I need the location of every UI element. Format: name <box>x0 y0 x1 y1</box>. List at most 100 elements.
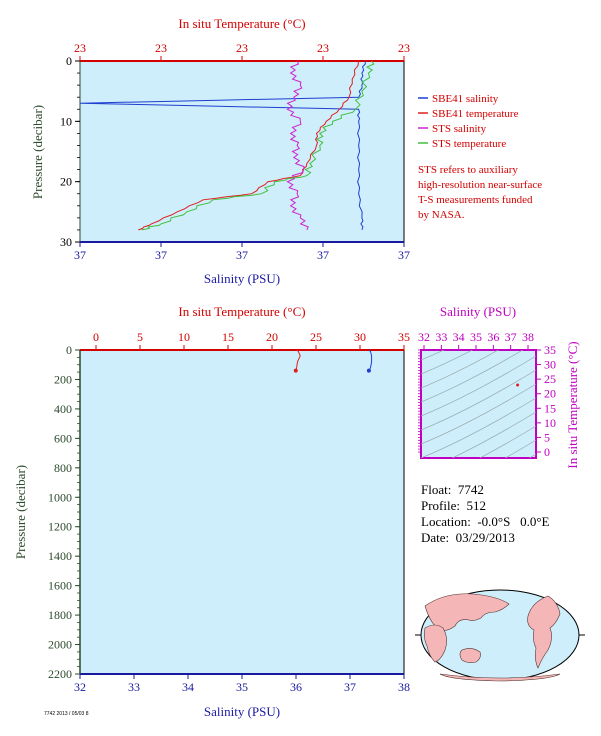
ts-temp-tick-label: 30 <box>544 358 556 372</box>
bottom-chart: In situ Temperature (°C) 0 5 10 15 20 25 30 35 … <box>13 304 410 719</box>
bottom-sal-tick-label: 32 <box>74 680 86 694</box>
ts-contour-line <box>421 369 536 431</box>
top-pressure-title: Pressure (decibar) <box>30 105 45 199</box>
top-series-line <box>286 60 309 231</box>
top-sal-ticks: 37 37 37 37 37 <box>74 242 410 262</box>
map-land-australia <box>459 648 481 663</box>
ts-sal-tick-label: 35 <box>470 330 482 344</box>
ts-sal-tick-label: 36 <box>487 330 499 344</box>
top-pressure-tick-label: 10 <box>60 114 72 128</box>
bottom-temp-tick-label: 35 <box>398 330 410 344</box>
map-land-eurasia <box>424 593 510 631</box>
map-land-antarctica <box>439 673 561 682</box>
bottom-temperature-end-point <box>293 368 298 373</box>
sts-note: STS refers to auxiliary high-resolution … <box>418 163 542 223</box>
bottom-temp-tick-label: 30 <box>354 330 366 344</box>
top-series-line <box>138 60 360 231</box>
ts-temp-tick-label: 20 <box>544 387 556 401</box>
top-chart: In situ Temperature (°C) 23 23 23 23 23 Sali… <box>30 16 410 286</box>
top-series-group <box>79 60 375 231</box>
bottom-pressure-tick-label: 0 <box>66 343 72 357</box>
top-pressure-tick-label: 20 <box>60 175 72 189</box>
ts-density-contours <box>421 350 536 458</box>
bottom-temperature-line <box>295 349 301 371</box>
ts-sal-tick-label: 34 <box>453 330 465 344</box>
bottom-plot-area <box>79 349 405 675</box>
top-temp-title: In situ Temperature (°C) <box>178 16 305 31</box>
ts-contour-line <box>421 355 536 417</box>
legend-label: STS temperature <box>432 138 506 150</box>
bottom-salinity-end-point <box>366 368 371 373</box>
top-temp-ticks: 23 23 23 23 23 <box>74 41 410 61</box>
top-plot-area <box>79 60 405 243</box>
float-label: Float: <box>421 482 452 497</box>
top-temp-tick-label: 23 <box>236 41 248 55</box>
bottom-sal-tick-label: 37 <box>344 680 356 694</box>
bottom-sal-tick-label: 34 <box>182 680 194 694</box>
world-map <box>415 589 585 682</box>
ts-temp-tick-label: 0 <box>544 445 550 459</box>
bottom-sal-tick-label: 35 <box>236 680 248 694</box>
ts-sal-tick-label: 38 <box>522 330 534 344</box>
ts-sal-title: Salinity (PSU) <box>440 304 516 319</box>
float-row: Float: 7742 <box>421 482 549 498</box>
bottom-temp-tick-label: 20 <box>266 330 278 344</box>
top-temp-tick-label: 23 <box>317 41 329 55</box>
bottom-salinity-line <box>368 349 373 371</box>
top-temp-tick-label: 23 <box>74 41 86 55</box>
float-info: Float: 7742 Profile: 512 Location: -0.0°… <box>421 482 549 546</box>
bottom-pressure-tick-label: 600 <box>54 431 72 445</box>
bottom-sal-ticks: 32 33 34 35 36 37 38 <box>74 674 410 694</box>
sts-note-line: T-S measurements funded <box>418 194 533 206</box>
ts-temp-tick-label: 5 <box>544 430 550 444</box>
bottom-temp-tick-label: 10 <box>178 330 190 344</box>
ts-contour-line <box>421 350 499 389</box>
profile-row: Profile: 512 <box>421 498 549 514</box>
ts-inset-area <box>420 349 537 459</box>
ts-contour-line <box>504 439 536 458</box>
sts-note-line: STS refers to auxiliary <box>418 164 518 176</box>
float-value: 7742 <box>457 482 484 497</box>
legend-label: SBE41 temperature <box>432 108 519 120</box>
profile-label: Profile: <box>421 498 460 513</box>
map-land-americas <box>527 595 561 669</box>
ts-sal-ticks: 32 33 34 35 36 37 38 <box>418 330 534 350</box>
bottom-pressure-tick-label: 800 <box>54 461 72 475</box>
bottom-sal-tick-label: 36 <box>290 680 302 694</box>
ts-contour-line <box>421 350 524 403</box>
top-pressure-tick-label: 0 <box>66 54 72 68</box>
ts-sal-tick-label: 32 <box>418 330 430 344</box>
top-series-line <box>141 60 375 231</box>
bottom-pressure-tick-label: 1600 <box>48 579 72 593</box>
bottom-pressure-tick-label: 1000 <box>48 490 72 504</box>
sts-note-line: high-resolution near-surface <box>418 179 543 191</box>
bottom-temp-tick-label: 5 <box>137 330 143 344</box>
top-sal-tick-label: 37 <box>155 248 167 262</box>
ts-sal-tick-label: 33 <box>435 330 447 344</box>
date-row: Date: 03/29/2013 <box>421 530 549 546</box>
bottom-pressure-tick-label: 1800 <box>48 608 72 622</box>
ts-points <box>516 383 520 387</box>
top-sal-tick-label: 37 <box>236 248 248 262</box>
bottom-temp-tick-label: 15 <box>222 330 234 344</box>
ts-point <box>516 383 520 387</box>
ts-temp-tick-label: 10 <box>544 416 556 430</box>
top-temp-tick-label: 23 <box>398 41 410 55</box>
legend-label: STS salinity <box>432 123 487 135</box>
bottom-pressure-tick-label: 2000 <box>48 638 72 652</box>
top-pressure-ticks: 0 10 20 30 <box>60 54 80 249</box>
ts-sal-tick-label: 37 <box>505 330 517 344</box>
ts-contour-line <box>421 350 445 361</box>
top-sal-tick-label: 37 <box>74 248 86 262</box>
bottom-sal-title: Salinity (PSU) <box>204 704 280 719</box>
bottom-temp-title: In situ Temperature (°C) <box>178 304 305 319</box>
ts-contour-line <box>421 383 536 445</box>
bottom-pressure-tick-label: 1400 <box>48 549 72 563</box>
bottom-pressure-title: Pressure (decibar) <box>13 465 28 559</box>
location-row: Location: -0.0°S 0.0°E <box>421 514 549 530</box>
top-sal-tick-label: 37 <box>398 248 410 262</box>
ts-contour-line <box>421 397 536 458</box>
ts-contour-line <box>421 350 474 375</box>
ts-temp-title: In situ Temperature (°C) <box>565 341 580 468</box>
date-value: 03/29/2013 <box>455 530 515 545</box>
